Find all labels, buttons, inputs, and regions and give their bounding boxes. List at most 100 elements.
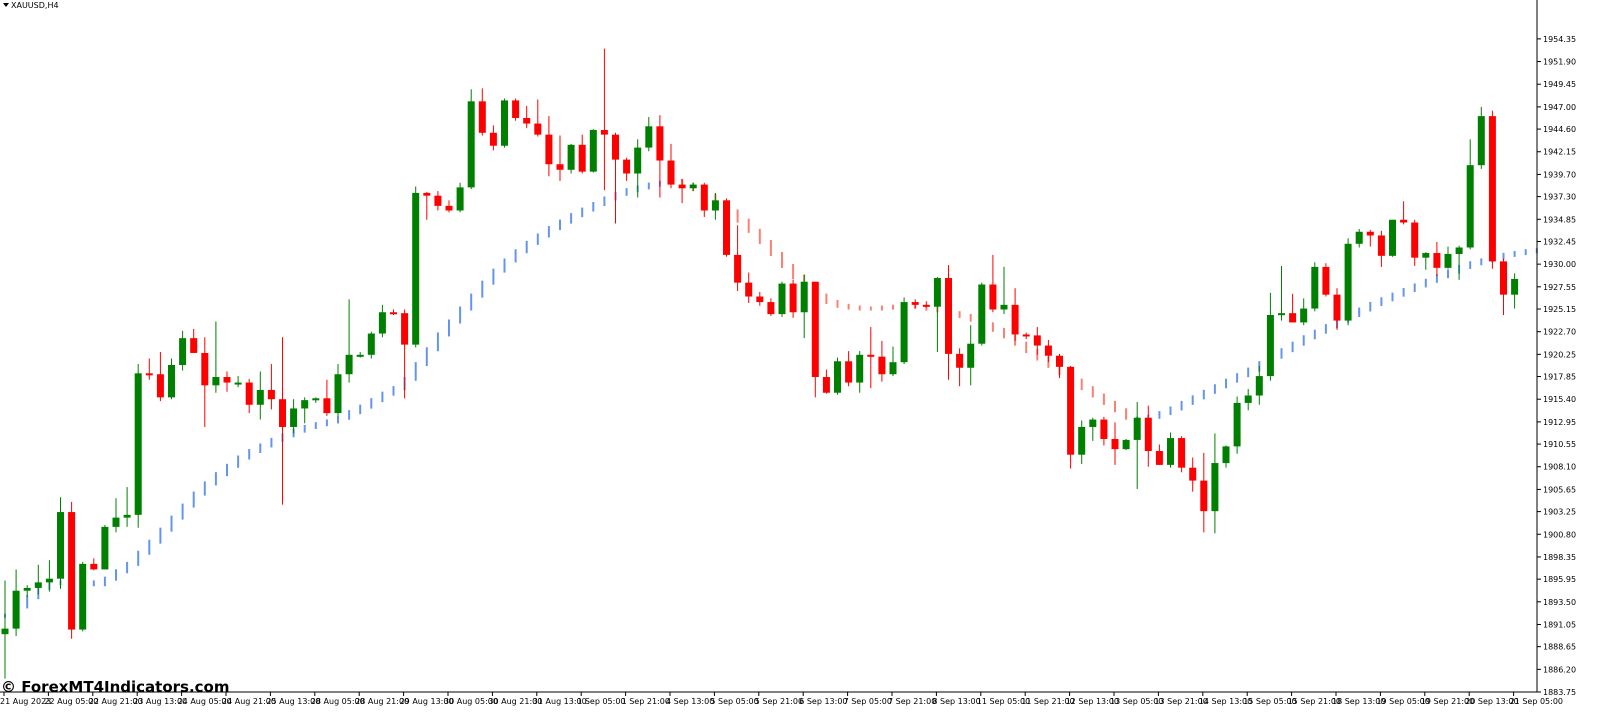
candle-body xyxy=(612,134,619,160)
candle-body xyxy=(1411,222,1419,258)
candle-body xyxy=(1089,419,1097,427)
x-tick-label: 11 Sep 05:00 xyxy=(977,697,1030,706)
candle-body xyxy=(1200,480,1208,512)
candle-body xyxy=(145,373,153,376)
candle-body xyxy=(667,160,675,185)
candle-body xyxy=(1,628,9,635)
candle-body xyxy=(12,590,20,629)
candle-body xyxy=(989,284,997,310)
candle-body xyxy=(856,354,864,383)
x-tick-label: 4 Sep 13:00 xyxy=(666,697,714,706)
y-tick-label: 1900.80 xyxy=(1543,530,1576,539)
y-tick-label: 1883.75 xyxy=(1543,688,1576,697)
candle-body xyxy=(1511,278,1519,295)
y-tick-label: 1917.85 xyxy=(1543,373,1576,382)
candle-body xyxy=(1400,219,1408,223)
triangle-down-icon[interactable] xyxy=(3,3,9,7)
price-axis xyxy=(0,0,1538,693)
x-tick-label: 7 Sep 21:00 xyxy=(888,697,936,706)
candle-body xyxy=(134,373,142,515)
candle-body xyxy=(1300,308,1308,323)
x-tick-label: 29 Aug 13:00 xyxy=(400,697,454,706)
candle-body xyxy=(378,312,386,334)
candle-body xyxy=(1477,116,1485,166)
candle-body xyxy=(1067,366,1075,455)
candle-body xyxy=(1133,417,1141,440)
candle-body xyxy=(556,164,564,170)
candle-body xyxy=(1022,334,1030,337)
y-tick-label: 1903.25 xyxy=(1543,508,1576,517)
candle-body xyxy=(789,283,797,313)
y-tick-label: 1888.65 xyxy=(1543,643,1576,652)
x-tick-label: 24 Aug 05:00 xyxy=(178,697,232,706)
y-tick-label: 1905.65 xyxy=(1543,485,1576,494)
candle-body xyxy=(312,398,320,401)
candle-body xyxy=(156,374,164,398)
x-tick-label: 23 Aug 13:00 xyxy=(133,697,187,706)
candle-body xyxy=(1278,313,1285,316)
candle-body xyxy=(678,184,686,189)
candle-body xyxy=(956,353,964,368)
x-tick-label: 30 Aug 21:00 xyxy=(488,697,542,706)
candle-body xyxy=(689,184,697,189)
candle-body xyxy=(1056,355,1063,367)
candle-body xyxy=(1311,266,1319,309)
candle-body xyxy=(1155,451,1163,465)
x-tick-label: 19 Sep 05:00 xyxy=(1376,697,1429,706)
candle-body xyxy=(1455,247,1463,254)
candle-body xyxy=(179,338,187,365)
y-tick-label: 1922.70 xyxy=(1543,328,1576,337)
candle-body xyxy=(1233,402,1241,447)
candle-body xyxy=(401,313,409,345)
x-tick-label: 11 Sep 21:00 xyxy=(1021,697,1074,706)
candle-body xyxy=(345,354,353,375)
candle-body xyxy=(1122,439,1130,450)
y-tick-label: 1954.35 xyxy=(1543,35,1576,44)
candle-body xyxy=(1178,438,1186,468)
candle-body xyxy=(68,512,76,630)
candle-body xyxy=(745,282,753,297)
x-tick-label: 5 Sep 21:00 xyxy=(755,697,803,706)
candle-body xyxy=(778,283,786,315)
x-tick-label: 13 Sep 21:00 xyxy=(1154,697,1207,706)
y-tick-label: 1932.45 xyxy=(1543,237,1576,246)
trend-indicator-layer xyxy=(4,178,1538,618)
x-tick-label: 12 Sep 13:00 xyxy=(1066,697,1119,706)
candle-body xyxy=(1389,219,1396,256)
candle-body xyxy=(1266,315,1274,377)
candle-body xyxy=(101,526,109,570)
x-tick-label: 1 Sep 21:00 xyxy=(622,697,670,706)
x-tick-label: 15 Sep 05:00 xyxy=(1243,697,1296,706)
candle-body xyxy=(1500,261,1507,295)
x-tick-label: 28 Aug 21:00 xyxy=(355,697,409,706)
y-tick-label: 1934.85 xyxy=(1543,215,1576,224)
candle-body xyxy=(434,195,442,206)
x-tick-label: 24 Aug 21:00 xyxy=(222,697,276,706)
x-tick-label: 13 Sep 05:00 xyxy=(1110,697,1163,706)
candle-body xyxy=(1100,419,1108,439)
y-tick-label: 1915.40 xyxy=(1543,395,1576,404)
candle-body xyxy=(811,281,819,378)
candle-body xyxy=(867,354,875,357)
y-tick-label: 1895.95 xyxy=(1543,575,1576,584)
candle-body xyxy=(734,254,742,283)
y-tick-label: 1886.20 xyxy=(1543,665,1576,674)
candle-body xyxy=(1322,266,1330,295)
candle-body xyxy=(279,399,286,427)
candle-body xyxy=(90,563,98,570)
candle-body xyxy=(390,312,397,315)
candle-body xyxy=(600,130,608,135)
x-tick-label: 30 Aug 05:00 xyxy=(444,697,498,706)
candle-body xyxy=(223,377,231,383)
candle-body xyxy=(578,144,586,172)
candle-body xyxy=(467,101,475,188)
x-tick-label: 25 Aug 13:00 xyxy=(266,697,320,706)
candle-body xyxy=(290,408,298,427)
candle-body xyxy=(889,362,897,375)
x-tick-label: 22 Aug 05:00 xyxy=(44,697,98,706)
candles-layer xyxy=(1,48,1519,679)
candle-body xyxy=(234,382,242,385)
candle-body xyxy=(1033,335,1041,346)
